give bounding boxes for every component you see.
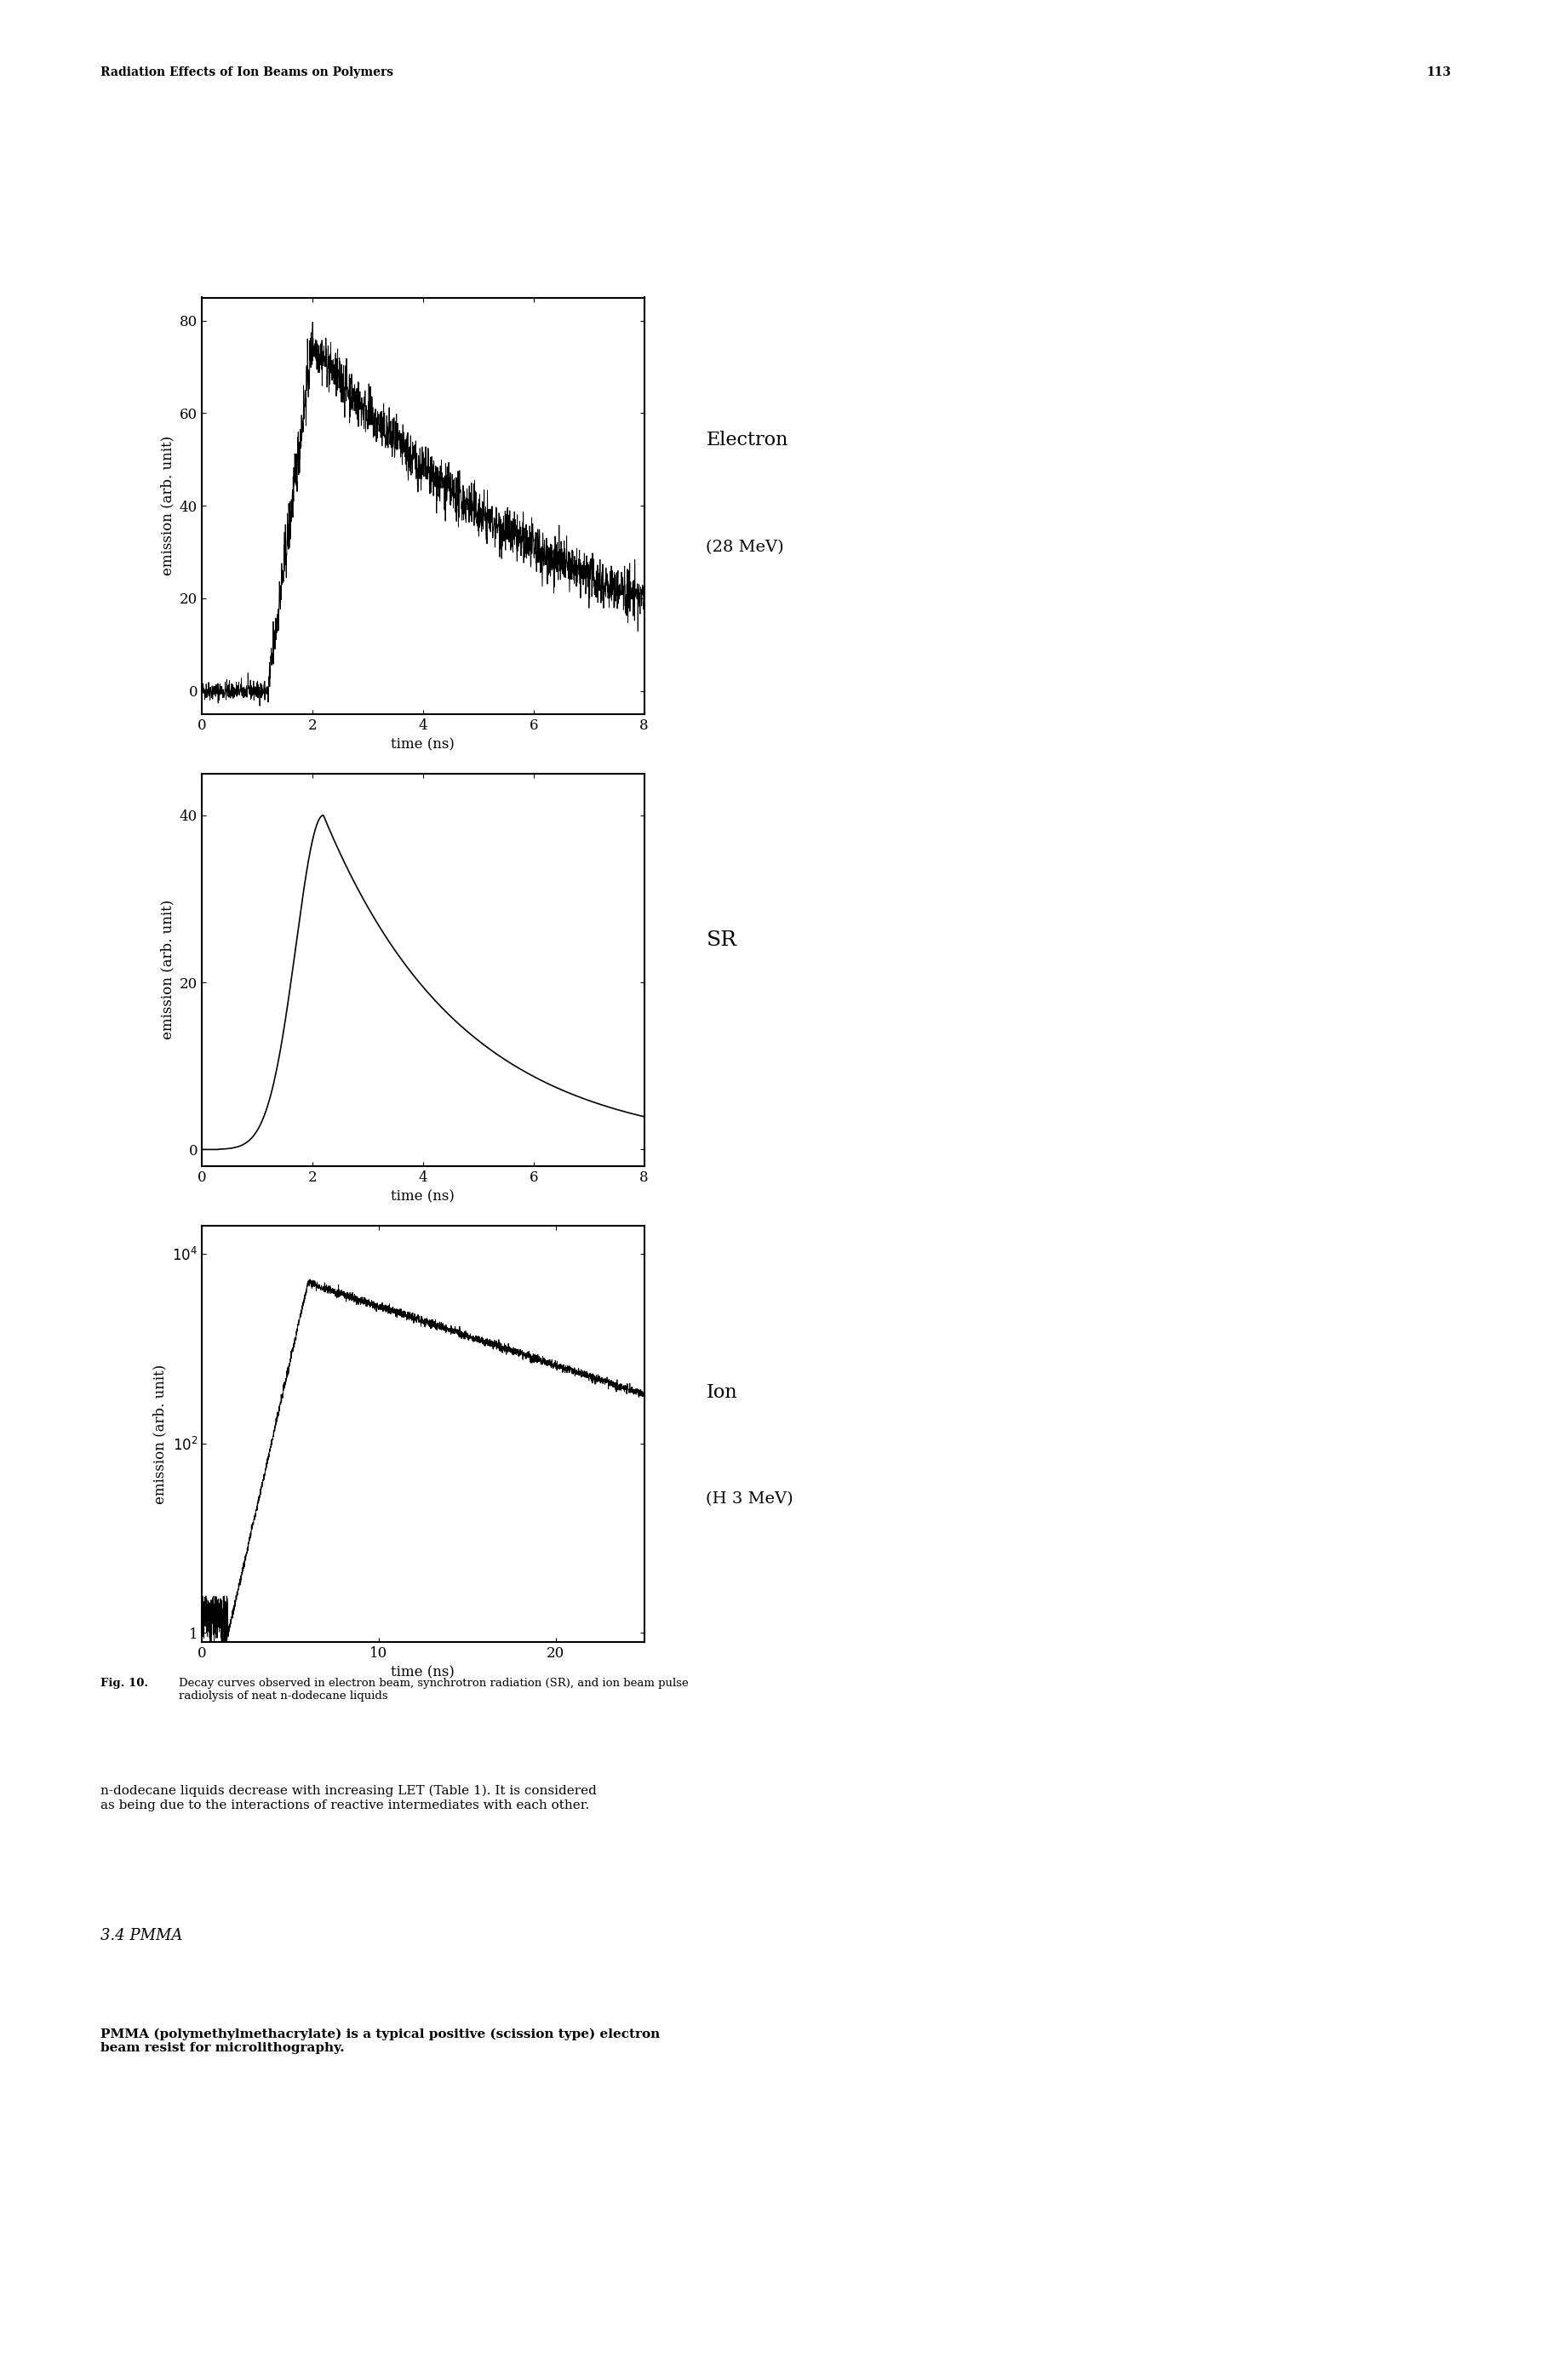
Text: n-dodecane liquids decrease with increasing LET (Table 1). It is considered
as b: n-dodecane liquids decrease with increas… [101,1785,598,1811]
Text: Decay curves observed in electron beam, synchrotron radiation (SR), and ion beam: Decay curves observed in electron beam, … [178,1678,688,1702]
Text: Ion: Ion [706,1383,737,1402]
X-axis label: time (ns): time (ns) [391,1666,455,1680]
Text: PMMA (polymethylmethacrylate) is a typical positive (scission type) electron
bea: PMMA (polymethylmethacrylate) is a typic… [101,2028,661,2054]
Text: Electron: Electron [706,431,788,450]
Text: SR: SR [706,931,737,950]
Text: (28 MeV): (28 MeV) [706,540,784,555]
Text: 113: 113 [1426,67,1451,79]
Y-axis label: emission (arb. unit): emission (arb. unit) [152,1364,168,1504]
Text: Radiation Effects of Ion Beams on Polymers: Radiation Effects of Ion Beams on Polyme… [101,67,394,79]
X-axis label: time (ns): time (ns) [391,738,455,752]
Text: 3.4 PMMA: 3.4 PMMA [101,1928,183,1942]
Y-axis label: emission (arb. unit): emission (arb. unit) [160,436,175,576]
Y-axis label: emission (arb. unit): emission (arb. unit) [160,900,175,1040]
Text: (H 3 MeV): (H 3 MeV) [706,1492,793,1507]
Text: Fig. 10.: Fig. 10. [101,1678,149,1690]
X-axis label: time (ns): time (ns) [391,1190,455,1204]
